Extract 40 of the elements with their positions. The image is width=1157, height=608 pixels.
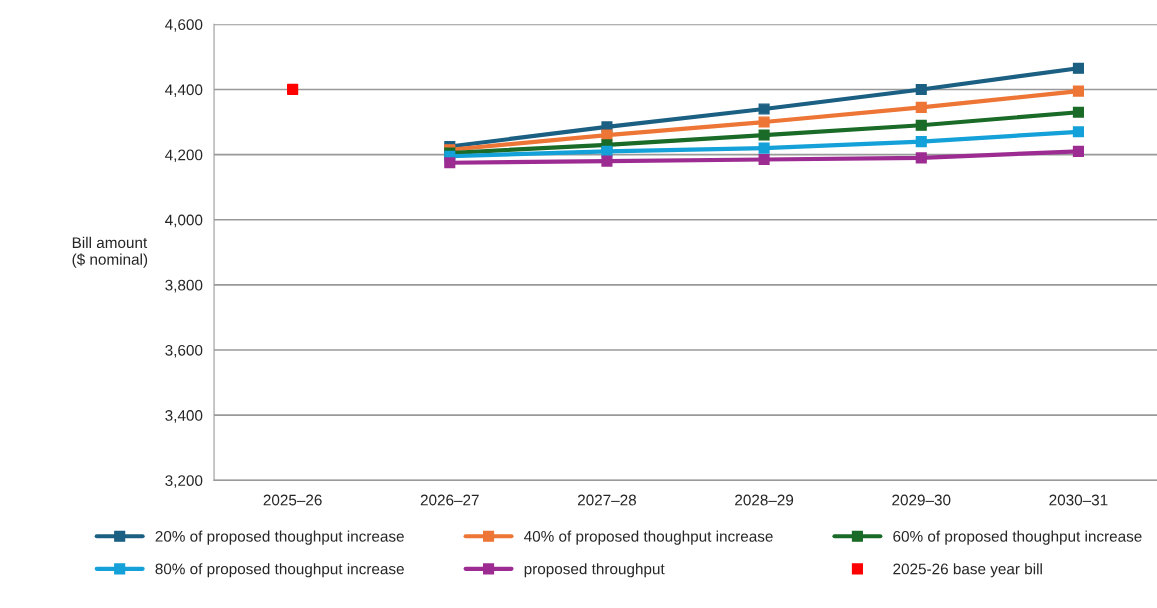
point (915, 119, 927, 131)
point (287, 83, 299, 96)
x-tick-label: 2029–30 (892, 494, 951, 506)
x-tick-label: 2027–28 (577, 494, 637, 506)
legend-label: 2025-26 base year bill (893, 563, 1042, 578)
point (758, 129, 770, 141)
y-tick-label: 4,400 (165, 84, 203, 97)
point (915, 83, 927, 96)
point (915, 152, 927, 164)
legend-label: 40% of proposed thoughput increase (524, 530, 773, 545)
legend-label: proposed throughput (524, 563, 665, 578)
y-tick-label: 4,000 (165, 214, 203, 228)
point (915, 136, 927, 148)
point (1072, 106, 1084, 118)
y-tick-label: 3,200 (165, 475, 203, 488)
point (1072, 62, 1084, 74)
point (758, 103, 770, 115)
point (758, 142, 770, 154)
point (1072, 145, 1084, 157)
point (1072, 85, 1084, 97)
y-tick-label: 3,400 (165, 410, 203, 423)
point (601, 145, 613, 157)
y-tick-label: 4,600 (165, 19, 203, 32)
point (758, 153, 770, 166)
x-tick-label: 2030–31 (1049, 494, 1108, 506)
x-tick-label: 2026–27 (420, 494, 479, 506)
x-tick-label: 2028–29 (735, 494, 794, 506)
y-tick-label: 3,800 (165, 279, 203, 293)
legend-label: 80% of proposed thoughput increase (155, 563, 404, 578)
point (601, 155, 613, 167)
y-axis-title: Bill amount ($ nominal) (72, 236, 148, 268)
y-tick-label: 4,200 (165, 149, 203, 163)
legend-label: 60% of proposed thoughput increase (893, 530, 1142, 545)
point (758, 116, 770, 128)
x-tick-label: 2025–26 (263, 494, 322, 506)
point (444, 157, 456, 169)
legend-label: 20% of proposed thoughput increase (155, 530, 404, 545)
point (1072, 126, 1084, 138)
y-tick-label: 3,600 (165, 344, 203, 358)
point (915, 101, 927, 113)
